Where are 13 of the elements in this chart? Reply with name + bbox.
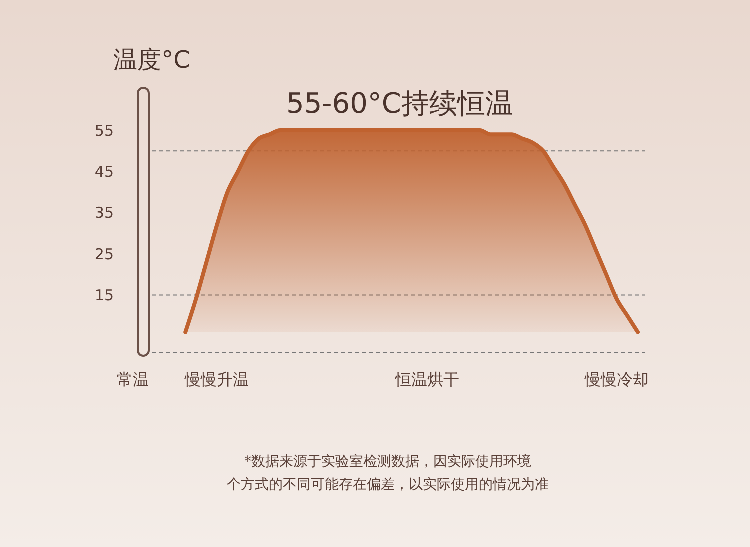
x-tick-label: 慢慢冷却: [584, 370, 649, 389]
y-tick-label: 45: [94, 162, 114, 181]
text: 个方式的不同可能存在偏差，以实际使用的情况为准: [227, 477, 549, 493]
x-tick-label: 恒温烘干: [394, 370, 460, 389]
y-tick-label: 15: [94, 286, 114, 304]
y-tick-label: 25: [94, 245, 114, 264]
y-tick-label: 55: [94, 122, 114, 140]
y-tick-label: 35: [94, 204, 114, 222]
chart-title: 55-60°C持续恒温: [286, 87, 514, 120]
x-tick-label: 常温: [117, 370, 149, 389]
y-axis-title: 温度°C: [114, 46, 190, 74]
x-tick-label: 慢慢升温: [184, 370, 250, 389]
text: *数据来源于实验室检测数据，因实际使用环境: [244, 454, 532, 470]
